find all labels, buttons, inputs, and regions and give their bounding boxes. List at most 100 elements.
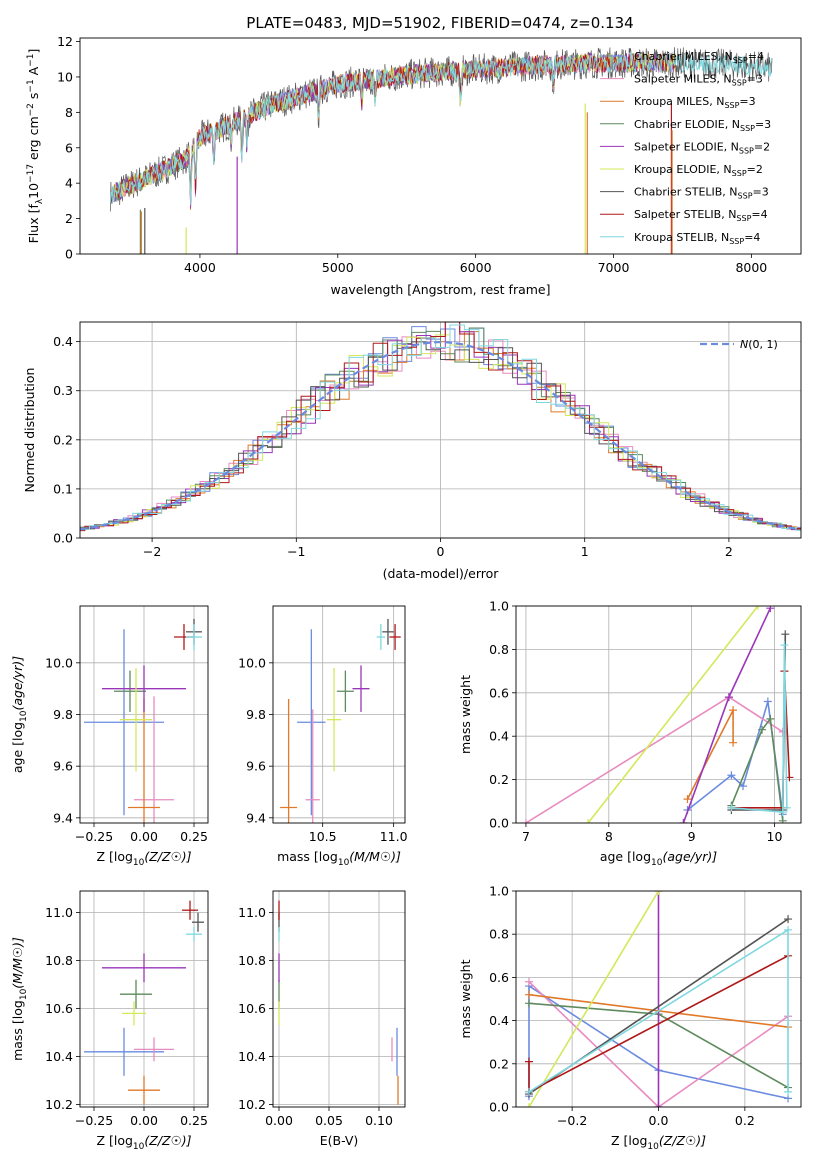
mass-weight-line-1 bbox=[528, 981, 789, 1107]
x-tick-label: 2 bbox=[725, 544, 733, 559]
y-tick-label: 0.4 bbox=[489, 729, 509, 744]
label-part: Z [log bbox=[96, 849, 132, 864]
legend-entry: N(0, 1) bbox=[740, 338, 778, 351]
mass-weight-line-2 bbox=[686, 709, 734, 800]
plot-area-mass-vs-ebv bbox=[278, 900, 399, 1105]
histogram-step-7 bbox=[80, 322, 801, 532]
x-tick-label: 6000 bbox=[460, 260, 492, 275]
label-part: Z [log bbox=[611, 1133, 647, 1148]
y-tick-label: 9.6 bbox=[246, 759, 266, 774]
label-part: ] bbox=[26, 49, 41, 54]
y-tick-label: 10 bbox=[57, 69, 73, 84]
y-tick-label: 0 bbox=[65, 247, 73, 262]
legend-entry: Kroupa MILES, NSSP=3 bbox=[634, 95, 756, 110]
y-tick-label: 9.8 bbox=[246, 707, 266, 722]
legend-part: =4 bbox=[744, 231, 760, 244]
panels: 4000 5000 6000 7000 8000024681012wavelength … bbox=[10, 34, 802, 1152]
y-tick-label: 10.8 bbox=[45, 953, 73, 968]
plot-area-mass-vs-Z bbox=[84, 900, 204, 1105]
x-tick-label: 4000 bbox=[184, 260, 216, 275]
label-part: −2 bbox=[26, 103, 36, 116]
histogram-step-4 bbox=[80, 322, 801, 531]
x-axis-label: age [log10(age/yr)] bbox=[600, 849, 717, 868]
mass-weight-line-1 bbox=[525, 696, 784, 823]
histogram-step-8 bbox=[80, 324, 801, 531]
y-tick-label: 9.4 bbox=[246, 810, 266, 825]
mass-weight-marker-3 bbox=[524, 999, 533, 1008]
mass-weight-marker-4 bbox=[766, 606, 775, 613]
label-part: (Z/Z☉)] bbox=[144, 1133, 191, 1148]
y-tick-label: 0.1 bbox=[53, 481, 73, 496]
axes-frame bbox=[515, 605, 802, 824]
x-tick-label: 11.0 bbox=[380, 829, 408, 844]
mass-weight-line-5 bbox=[528, 891, 660, 1107]
label-part: 10 bbox=[26, 183, 41, 199]
mass-weight-marker-1 bbox=[524, 977, 533, 986]
x-tick-label: 0.2 bbox=[735, 1113, 755, 1128]
axes-spectrum: 4000 5000 6000 7000 8000 0 2 4 6 8 10 12 wavelength … bbox=[26, 34, 802, 297]
y-tick-label: 2 bbox=[65, 211, 73, 226]
spectrum-line-7 bbox=[114, 53, 676, 203]
panel-mass-vs-ebv: 0.00 0.05 0.10 10.2 10.4 10.6 10.8 11.0 E(B-V) bbox=[238, 890, 406, 1148]
legend-sub: SSP bbox=[740, 124, 755, 133]
label-sub: 10 bbox=[133, 858, 145, 868]
y-tick-label: 10.8 bbox=[238, 953, 266, 968]
y-tick-label: 9.6 bbox=[53, 759, 73, 774]
y-tick-label: 10.0 bbox=[45, 655, 73, 670]
x-tick-label: 0.10 bbox=[365, 1113, 393, 1128]
mass-weight-marker-6 bbox=[781, 630, 790, 639]
legend-sub: SSP bbox=[732, 169, 747, 178]
y-tick-label: 10.6 bbox=[45, 1001, 73, 1016]
axes-massweight-vs-Z: −0.2 0.0 0.2 0.0 0.2 0.4 0.6 0.8 1.0 Z [log10(Z/Z… bbox=[458, 884, 802, 1152]
x-tick-label: 9 bbox=[688, 829, 696, 844]
label-sub: 10 bbox=[338, 858, 350, 868]
y-tick-label: 0.8 bbox=[489, 927, 509, 942]
mass-weight-marker-4 bbox=[654, 1103, 663, 1107]
y-tick-label: 4 bbox=[65, 176, 73, 191]
spectrum-line-8 bbox=[109, 52, 773, 205]
panel-massweight-vs-Z: −0.2 0.0 0.2 0.0 0.2 0.4 0.6 0.8 1.0 Z [log10(Z/Z… bbox=[458, 884, 802, 1152]
normal-curve bbox=[80, 341, 799, 531]
label-part: (M/M☉)] bbox=[10, 937, 25, 989]
mass-weight-marker-6 bbox=[784, 915, 793, 924]
axes-residuals: −2 −1 0 1 2 0.0 0.1 0.2 0.3 0.4 (data-model)/error… bbox=[22, 321, 802, 581]
legend-entry: Kroupa ELODIE, NSSP=2 bbox=[634, 163, 763, 178]
legend-part: Chabrier ELODIE, N bbox=[634, 118, 740, 131]
mass-weight-marker-1 bbox=[521, 819, 530, 823]
x-tick-label: 0.00 bbox=[130, 1113, 158, 1128]
mass-weight-line-0 bbox=[528, 984, 789, 1100]
mass-weight-marker-8 bbox=[727, 803, 736, 812]
legend-entry: Salpeter STELIB, NSSP=4 bbox=[634, 208, 768, 223]
legend-sub: SSP bbox=[736, 214, 751, 223]
x-tick-label: −0.2 bbox=[557, 1113, 587, 1128]
label-part: (Z/Z☉)] bbox=[659, 1133, 706, 1148]
panel-age-vs-mass: 10.5 11.0 9.4 9.6 9.8 10.0 mass [log10(M/M☉)] bbox=[238, 605, 408, 868]
label-part: age [log bbox=[10, 722, 25, 773]
x-axis-label: Z [log10(Z/Z☉)] bbox=[96, 849, 191, 868]
x-tick-label: 0.25 bbox=[180, 1113, 208, 1128]
x-tick-label: 10.5 bbox=[309, 829, 337, 844]
plot-area-massweight-vs-age bbox=[521, 606, 794, 823]
label-part: (age/yr)] bbox=[662, 849, 717, 864]
label-part: −1 bbox=[26, 54, 36, 67]
y-tick-label: 10.6 bbox=[238, 1001, 266, 1016]
y-tick-label: 10.0 bbox=[238, 655, 266, 670]
y-tick-label: 9.4 bbox=[53, 810, 73, 825]
legend-part: Kroupa STELIB, N bbox=[634, 231, 729, 244]
mass-weight-marker-2 bbox=[729, 706, 738, 715]
mass-weight-marker-8 bbox=[784, 925, 793, 934]
mass-weight-marker-3 bbox=[758, 725, 767, 734]
x-tick-label: 7 bbox=[522, 829, 530, 844]
mass-weight-marker-4 bbox=[724, 693, 733, 702]
x-tick-label: −1 bbox=[287, 544, 305, 559]
y-tick-label: 10.4 bbox=[45, 1049, 73, 1064]
legend-part: =4 bbox=[748, 50, 764, 63]
legend-part: Chabrier STELIB, N bbox=[634, 186, 738, 199]
mass-weight-line-3 bbox=[730, 716, 784, 821]
label-part: Z [log bbox=[96, 1133, 132, 1148]
label-sub: 10 bbox=[647, 1142, 659, 1152]
legend-part: (0, 1) bbox=[748, 338, 778, 351]
